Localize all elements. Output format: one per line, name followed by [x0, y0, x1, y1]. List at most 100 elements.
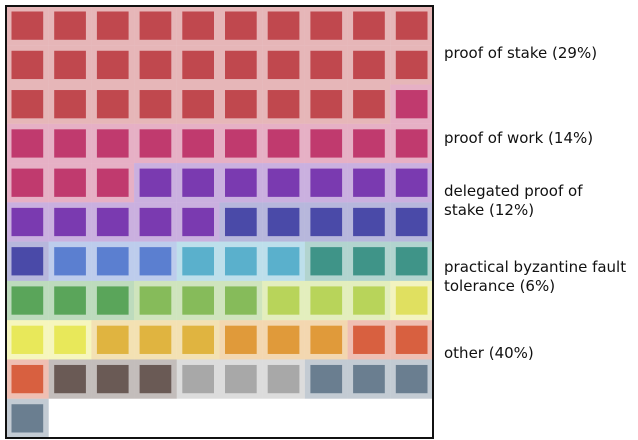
cell: [224, 11, 257, 40]
cell: [54, 247, 86, 276]
cell: [139, 286, 172, 315]
cell: [11, 129, 44, 158]
cell: [96, 129, 129, 158]
cell: [310, 247, 343, 276]
legend-label: delegated proof of stake (12%): [444, 182, 583, 219]
cell: [395, 90, 428, 119]
cell: [310, 325, 343, 354]
cell: [182, 90, 215, 119]
cell: [96, 247, 129, 276]
cell: [139, 247, 172, 276]
cell: [54, 168, 86, 197]
cell: [353, 247, 385, 276]
cell: [96, 364, 129, 394]
cell: [395, 364, 428, 394]
cell: [182, 247, 215, 276]
cell: [11, 286, 44, 315]
cell: [267, 11, 300, 40]
cell: [96, 207, 129, 237]
cell: [139, 11, 172, 40]
cell: [96, 168, 129, 197]
cell: [267, 90, 300, 119]
waffle-group: [6, 84, 433, 203]
cell: [11, 325, 44, 354]
legend-label: practical byzantine fault tolerance (6%): [444, 258, 627, 295]
waffle-group: [6, 241, 433, 438]
cell: [54, 50, 86, 80]
cell: [224, 168, 257, 197]
cell: [182, 129, 215, 158]
cell: [96, 90, 129, 119]
cell: [353, 207, 385, 237]
cell: [96, 50, 129, 80]
cell: [310, 50, 343, 80]
cell: [139, 90, 172, 119]
cell: [267, 247, 300, 276]
cell: [310, 90, 343, 119]
cell: [182, 286, 215, 315]
cell: [353, 90, 385, 119]
cell: [353, 325, 385, 354]
cell: [224, 129, 257, 158]
cell: [267, 286, 300, 315]
cell: [54, 286, 86, 315]
cell: [139, 325, 172, 354]
cell: [54, 11, 86, 40]
waffle-group: [6, 163, 433, 242]
cell: [224, 286, 257, 315]
cell: [353, 11, 385, 40]
cell: [224, 247, 257, 276]
cell: [11, 168, 44, 197]
cell: [96, 325, 129, 354]
cell: [395, 129, 428, 158]
legend-label: proof of work (14%): [444, 129, 594, 147]
cell: [310, 168, 343, 197]
cell: [395, 286, 428, 315]
cell: [267, 168, 300, 197]
cell: [139, 168, 172, 197]
cell: [267, 129, 300, 158]
cell: [353, 364, 385, 394]
cell: [224, 364, 257, 394]
cell: [139, 364, 172, 394]
cell: [54, 325, 86, 354]
cell: [11, 364, 44, 394]
cell: [11, 50, 44, 80]
cell: [11, 404, 44, 433]
cell: [224, 50, 257, 80]
cell: [353, 50, 385, 80]
legend-label: proof of stake (29%): [444, 44, 598, 62]
cell: [310, 286, 343, 315]
cell: [182, 325, 215, 354]
cell: [267, 325, 300, 354]
waffle-group: [6, 202, 433, 281]
cell: [395, 207, 428, 237]
cell: [54, 90, 86, 119]
cell: [267, 50, 300, 80]
cell: [395, 50, 428, 80]
cell: [54, 129, 86, 158]
cell: [96, 11, 129, 40]
cell: [353, 168, 385, 197]
cell: [11, 90, 44, 119]
cell: [224, 90, 257, 119]
grid-border: [5, 5, 434, 439]
cell: [395, 11, 428, 40]
cell: [182, 11, 215, 40]
cell: [353, 129, 385, 158]
cell: [182, 50, 215, 80]
cell: [182, 364, 215, 394]
cell: [182, 207, 215, 237]
legend-label: other (40%): [444, 344, 534, 362]
cell: [267, 364, 300, 394]
cell: [11, 11, 44, 40]
cell: [182, 168, 215, 197]
cell: [395, 325, 428, 354]
cell: [310, 207, 343, 237]
cell: [395, 168, 428, 197]
cell: [54, 364, 86, 394]
cell: [310, 364, 343, 394]
cell: [11, 247, 44, 276]
cell: [139, 207, 172, 237]
